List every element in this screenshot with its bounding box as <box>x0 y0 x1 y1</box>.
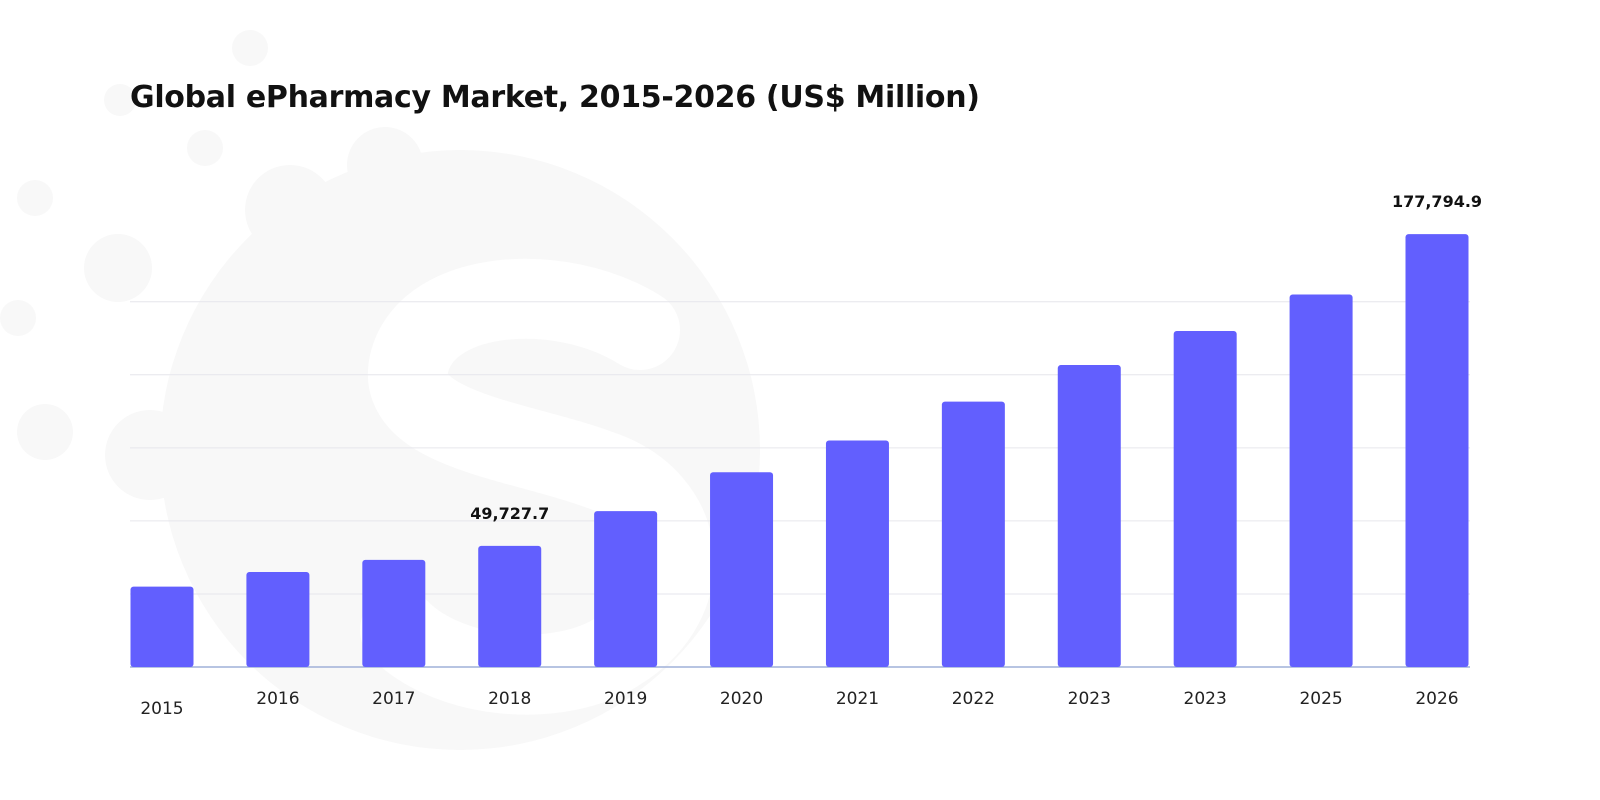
gridlines <box>130 301 1470 668</box>
data-labels: 49,727.7 177,794.9 <box>470 192 1482 523</box>
chart-title: Global ePharmacy Market, 2015-2026 (US$ … <box>130 80 980 115</box>
bars <box>130 234 1469 668</box>
data-label: 49,727.7 <box>470 504 549 523</box>
bar-2017-2 <box>362 559 426 667</box>
bar-2026-11 <box>1405 234 1469 668</box>
x-tick-label: 2019 <box>604 689 647 709</box>
x-tick-label: 2018 <box>488 689 531 709</box>
x-tick-label: 2021 <box>836 689 879 709</box>
bar-2016-1 <box>246 572 310 667</box>
x-tick-label: 2015 <box>140 699 183 719</box>
x-tick-label: 2023 <box>1184 689 1227 709</box>
x-tick-label: 2020 <box>720 689 763 709</box>
bar-2018-3 <box>478 545 542 667</box>
x-tick-label: 2017 <box>372 689 415 709</box>
x-tick-label: 2023 <box>1068 689 1111 709</box>
x-tick-label: 2026 <box>1415 689 1458 709</box>
bar-2021-6 <box>825 440 889 667</box>
x-tick-label: 2016 <box>256 689 299 709</box>
x-tick-label: 2025 <box>1299 689 1342 709</box>
x-tick-label: 2022 <box>952 689 995 709</box>
x-axis-tick-labels: 2015 2016 2017 2018 2019 2020 2021 2022 2023 2023… <box>140 689 1458 719</box>
bar-2023-8 <box>1057 365 1121 667</box>
data-label: 177,794.9 <box>1392 192 1482 211</box>
bar-2015-0 <box>130 586 194 667</box>
bar-2019-4 <box>594 511 658 667</box>
bar-2020-5 <box>710 472 774 667</box>
bar-2022-7 <box>941 401 1005 667</box>
bar-2025-10 <box>1289 294 1353 667</box>
bar-2023-9 <box>1173 330 1237 667</box>
